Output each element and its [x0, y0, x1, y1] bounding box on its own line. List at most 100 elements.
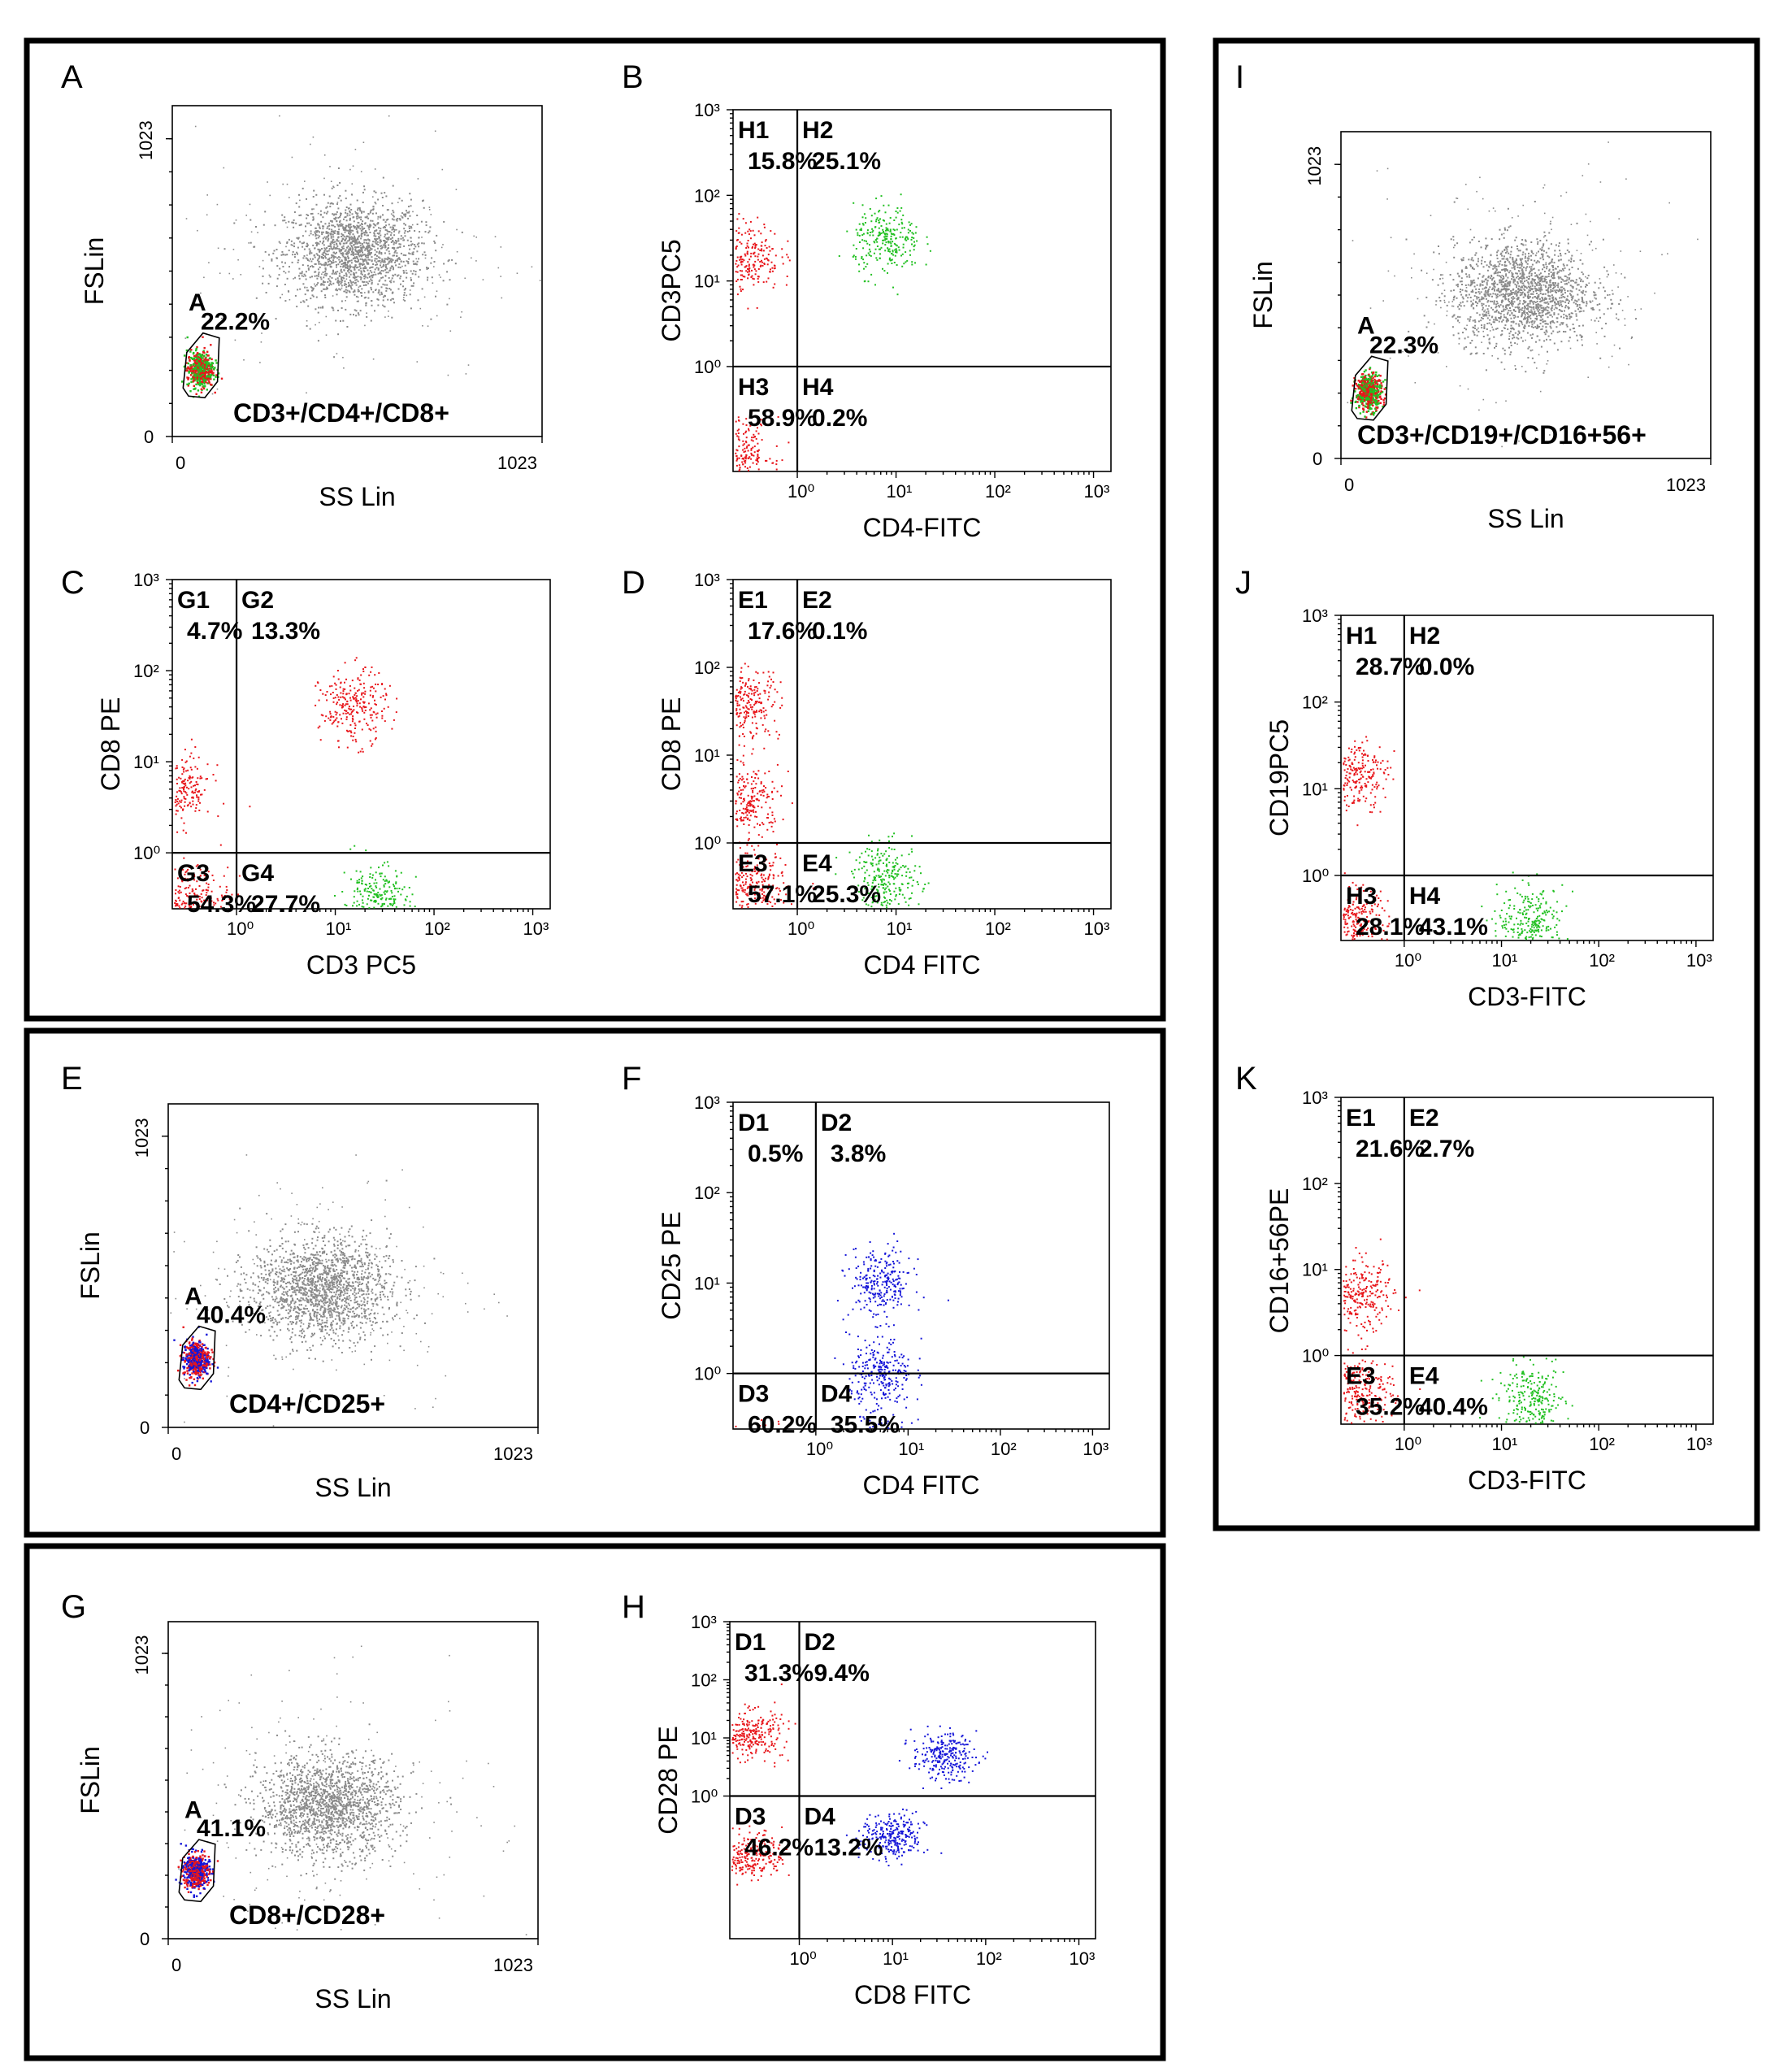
event-point — [388, 897, 390, 900]
event-point — [309, 253, 311, 255]
event-point — [900, 854, 903, 857]
event-point — [748, 265, 750, 267]
event-point — [401, 237, 404, 239]
event-point — [747, 261, 749, 263]
event-point — [749, 230, 752, 232]
event-point — [745, 418, 748, 420]
event-point — [397, 202, 399, 203]
event-point — [392, 246, 394, 249]
event-point — [369, 249, 371, 251]
event-point — [368, 228, 371, 231]
event-point — [455, 189, 458, 190]
event-point — [361, 224, 363, 226]
event-point — [434, 241, 436, 244]
event-point — [323, 280, 324, 282]
event-point — [740, 242, 743, 245]
event-point — [328, 234, 330, 237]
event-point — [354, 265, 356, 267]
event-point — [369, 224, 371, 226]
event-point — [768, 734, 770, 736]
event-point — [350, 259, 353, 262]
event-point — [349, 699, 352, 702]
event-point — [835, 873, 837, 875]
event-point — [284, 284, 286, 285]
gated-event-point — [196, 360, 198, 363]
event-point — [367, 242, 370, 245]
event-point — [315, 308, 317, 311]
event-point — [895, 251, 896, 254]
gated-event-point — [198, 372, 202, 375]
event-point — [345, 258, 347, 261]
event-point — [332, 697, 335, 699]
event-point — [380, 1327, 382, 1330]
event-point — [367, 897, 369, 900]
event-point — [754, 246, 757, 249]
event-point — [174, 902, 176, 904]
event-point — [320, 278, 323, 280]
event-point — [339, 1325, 341, 1327]
event-point — [768, 691, 770, 693]
event-point — [371, 219, 374, 222]
event-point — [855, 228, 857, 231]
event-point — [750, 447, 753, 450]
event-point — [888, 248, 891, 250]
event-point — [775, 459, 778, 462]
event-point — [394, 870, 397, 872]
event-point — [361, 1322, 363, 1324]
event-point — [375, 229, 377, 232]
event-point — [322, 271, 324, 273]
event-point — [371, 874, 374, 876]
event-point — [894, 865, 896, 867]
event-point — [371, 276, 374, 279]
event-point — [746, 467, 748, 469]
event-point — [448, 259, 450, 261]
event-point — [349, 269, 352, 271]
event-point — [896, 245, 898, 247]
event-point — [349, 267, 351, 269]
event-point — [363, 711, 366, 714]
event-point — [364, 274, 367, 276]
event-point — [306, 198, 307, 200]
event-point — [252, 1283, 254, 1285]
event-point — [179, 899, 181, 901]
event-point — [740, 263, 743, 266]
event-point — [742, 700, 744, 702]
event-point — [382, 240, 384, 242]
event-point — [341, 236, 343, 237]
event-point — [736, 825, 739, 827]
event-point — [761, 259, 762, 262]
event-point — [373, 190, 375, 193]
event-point — [738, 879, 740, 881]
event-point — [348, 260, 350, 263]
event-point — [755, 671, 757, 673]
event-point — [364, 666, 367, 668]
event-point — [412, 251, 414, 254]
event-point — [770, 261, 773, 263]
event-point — [752, 229, 754, 232]
event-point — [296, 306, 298, 308]
event-point — [319, 1251, 321, 1253]
event-point — [354, 694, 356, 696]
gated-event-point — [201, 380, 204, 383]
event-point — [323, 274, 326, 276]
event-point — [745, 694, 748, 697]
event-point — [339, 260, 341, 263]
event-point — [367, 256, 369, 258]
event-point — [336, 670, 339, 671]
event-point — [410, 227, 413, 229]
event-point — [336, 1284, 338, 1287]
event-point — [349, 247, 351, 250]
event-point — [859, 241, 861, 243]
event-point — [900, 219, 903, 221]
event-point — [341, 285, 343, 287]
event-point — [324, 297, 327, 298]
event-point — [336, 224, 339, 226]
event-point — [364, 710, 367, 711]
event-point — [365, 232, 367, 234]
event-point — [430, 262, 432, 264]
event-point — [356, 241, 358, 243]
gated-event-point — [198, 364, 202, 367]
event-point — [357, 253, 359, 255]
event-point — [351, 717, 354, 719]
event-point — [735, 696, 737, 698]
